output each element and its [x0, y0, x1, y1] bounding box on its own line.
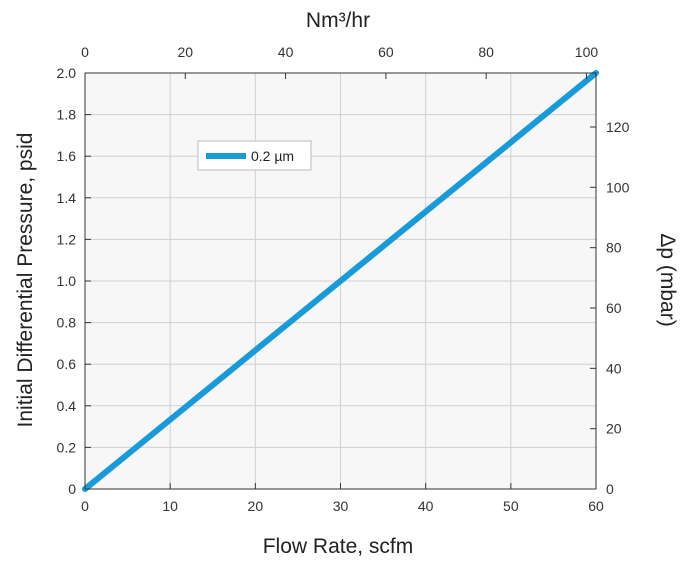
x2-tick-label: 60: [378, 44, 394, 60]
x-tick-label: 20: [248, 498, 264, 514]
y-axis-title: Initial Differential Pressure, psid: [14, 133, 37, 428]
y2-tick-label: 40: [606, 360, 622, 376]
legend: 0.2 µm: [197, 140, 312, 171]
y-tick-label: 0.4: [57, 398, 77, 414]
y-tick-label: 1.6: [57, 148, 77, 164]
x-tick-label: 40: [418, 498, 434, 514]
x-tick-label: 60: [588, 498, 604, 514]
y-tick-label: 1.0: [57, 273, 77, 289]
series-line: [82, 70, 599, 492]
x2-tick-label: 100: [575, 44, 599, 60]
x2-tick-label: 80: [478, 44, 494, 60]
y-tick-label: 1.4: [57, 190, 77, 206]
x2-tick-label: 0: [81, 44, 89, 60]
y-tick-label: 0: [68, 481, 76, 497]
x-axis-title: Flow Rate, scfm: [263, 535, 414, 558]
x-tick-label: 10: [162, 498, 178, 514]
y2-tick-label: 20: [606, 421, 622, 437]
y2-tick-label: 0: [606, 481, 614, 497]
x2-axis-title: Nm³/hr: [306, 9, 370, 32]
y-tick-label: 0.2: [57, 439, 77, 455]
y-tick-label: 1.8: [57, 107, 77, 123]
y-tick-label: 1.2: [57, 231, 77, 247]
x-tick-label: 0: [81, 498, 89, 514]
y2-axis-title: Δp (mbar): [656, 233, 679, 326]
y2-tick-label: 80: [606, 240, 622, 256]
x-tick-label: 50: [503, 498, 519, 514]
y2-tick-label: 60: [606, 300, 622, 316]
ticks: 0 10 20 30 40 50 6000.20.40.60.81.01.21.41.61.…: [57, 44, 630, 514]
x2-tick-label: 20: [178, 44, 194, 60]
y-tick-label: 0.8: [57, 315, 77, 331]
y2-tick-label: 120: [606, 119, 630, 135]
y2-tick-label: 100: [606, 179, 630, 195]
legend-label: 0.2 µm: [251, 148, 294, 164]
x-tick-label: 30: [333, 498, 349, 514]
y-tick-label: 0.6: [57, 356, 77, 372]
x2-tick-label: 40: [278, 44, 294, 60]
series-layer: [82, 70, 599, 492]
y-tick-label: 2.0: [57, 65, 77, 81]
